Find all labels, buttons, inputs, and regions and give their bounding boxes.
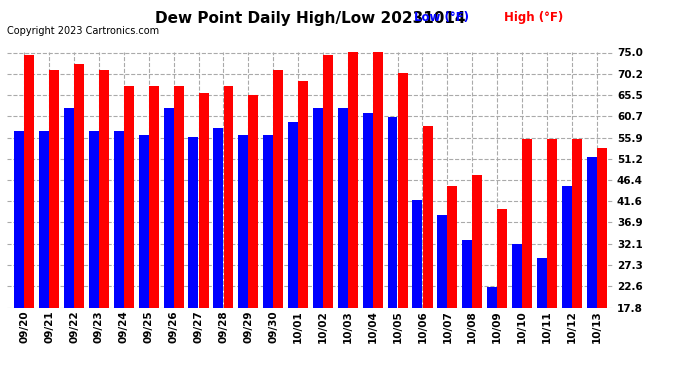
Bar [99,70,109,375]
Bar [139,135,148,375]
Bar [373,50,383,375]
Bar [422,126,433,375]
Bar [337,108,348,375]
Bar [397,72,408,375]
Bar [437,215,447,375]
Bar [213,128,224,375]
Bar [164,108,173,375]
Bar [487,286,497,375]
Bar [323,55,333,375]
Bar [497,209,507,375]
Bar [124,86,134,375]
Bar [174,86,184,375]
Bar [522,140,532,375]
Bar [597,148,607,375]
Text: High (°F): High (°F) [504,11,563,24]
Bar [298,81,308,375]
Bar [273,70,284,375]
Bar [75,64,84,375]
Text: Low (°F): Low (°F) [414,11,469,24]
Bar [448,186,457,375]
Bar [348,50,358,375]
Bar [413,200,422,375]
Bar [473,175,482,375]
Bar [114,130,124,375]
Bar [363,112,373,375]
Bar [238,135,248,375]
Bar [512,244,522,375]
Bar [547,140,557,375]
Bar [313,108,323,375]
Bar [288,122,298,375]
Text: Dew Point Daily High/Low 20231014: Dew Point Daily High/Low 20231014 [155,11,466,26]
Bar [199,93,208,375]
Bar [89,130,99,375]
Bar [572,140,582,375]
Bar [562,186,572,375]
Bar [39,130,49,375]
Bar [537,258,546,375]
Bar [49,70,59,375]
Bar [14,130,24,375]
Bar [263,135,273,375]
Bar [64,108,74,375]
Bar [224,86,233,375]
Bar [462,240,472,375]
Bar [188,137,199,375]
Bar [586,157,597,375]
Bar [24,55,34,375]
Bar [149,86,159,375]
Bar [248,95,258,375]
Text: Copyright 2023 Cartronics.com: Copyright 2023 Cartronics.com [7,26,159,36]
Bar [388,117,397,375]
